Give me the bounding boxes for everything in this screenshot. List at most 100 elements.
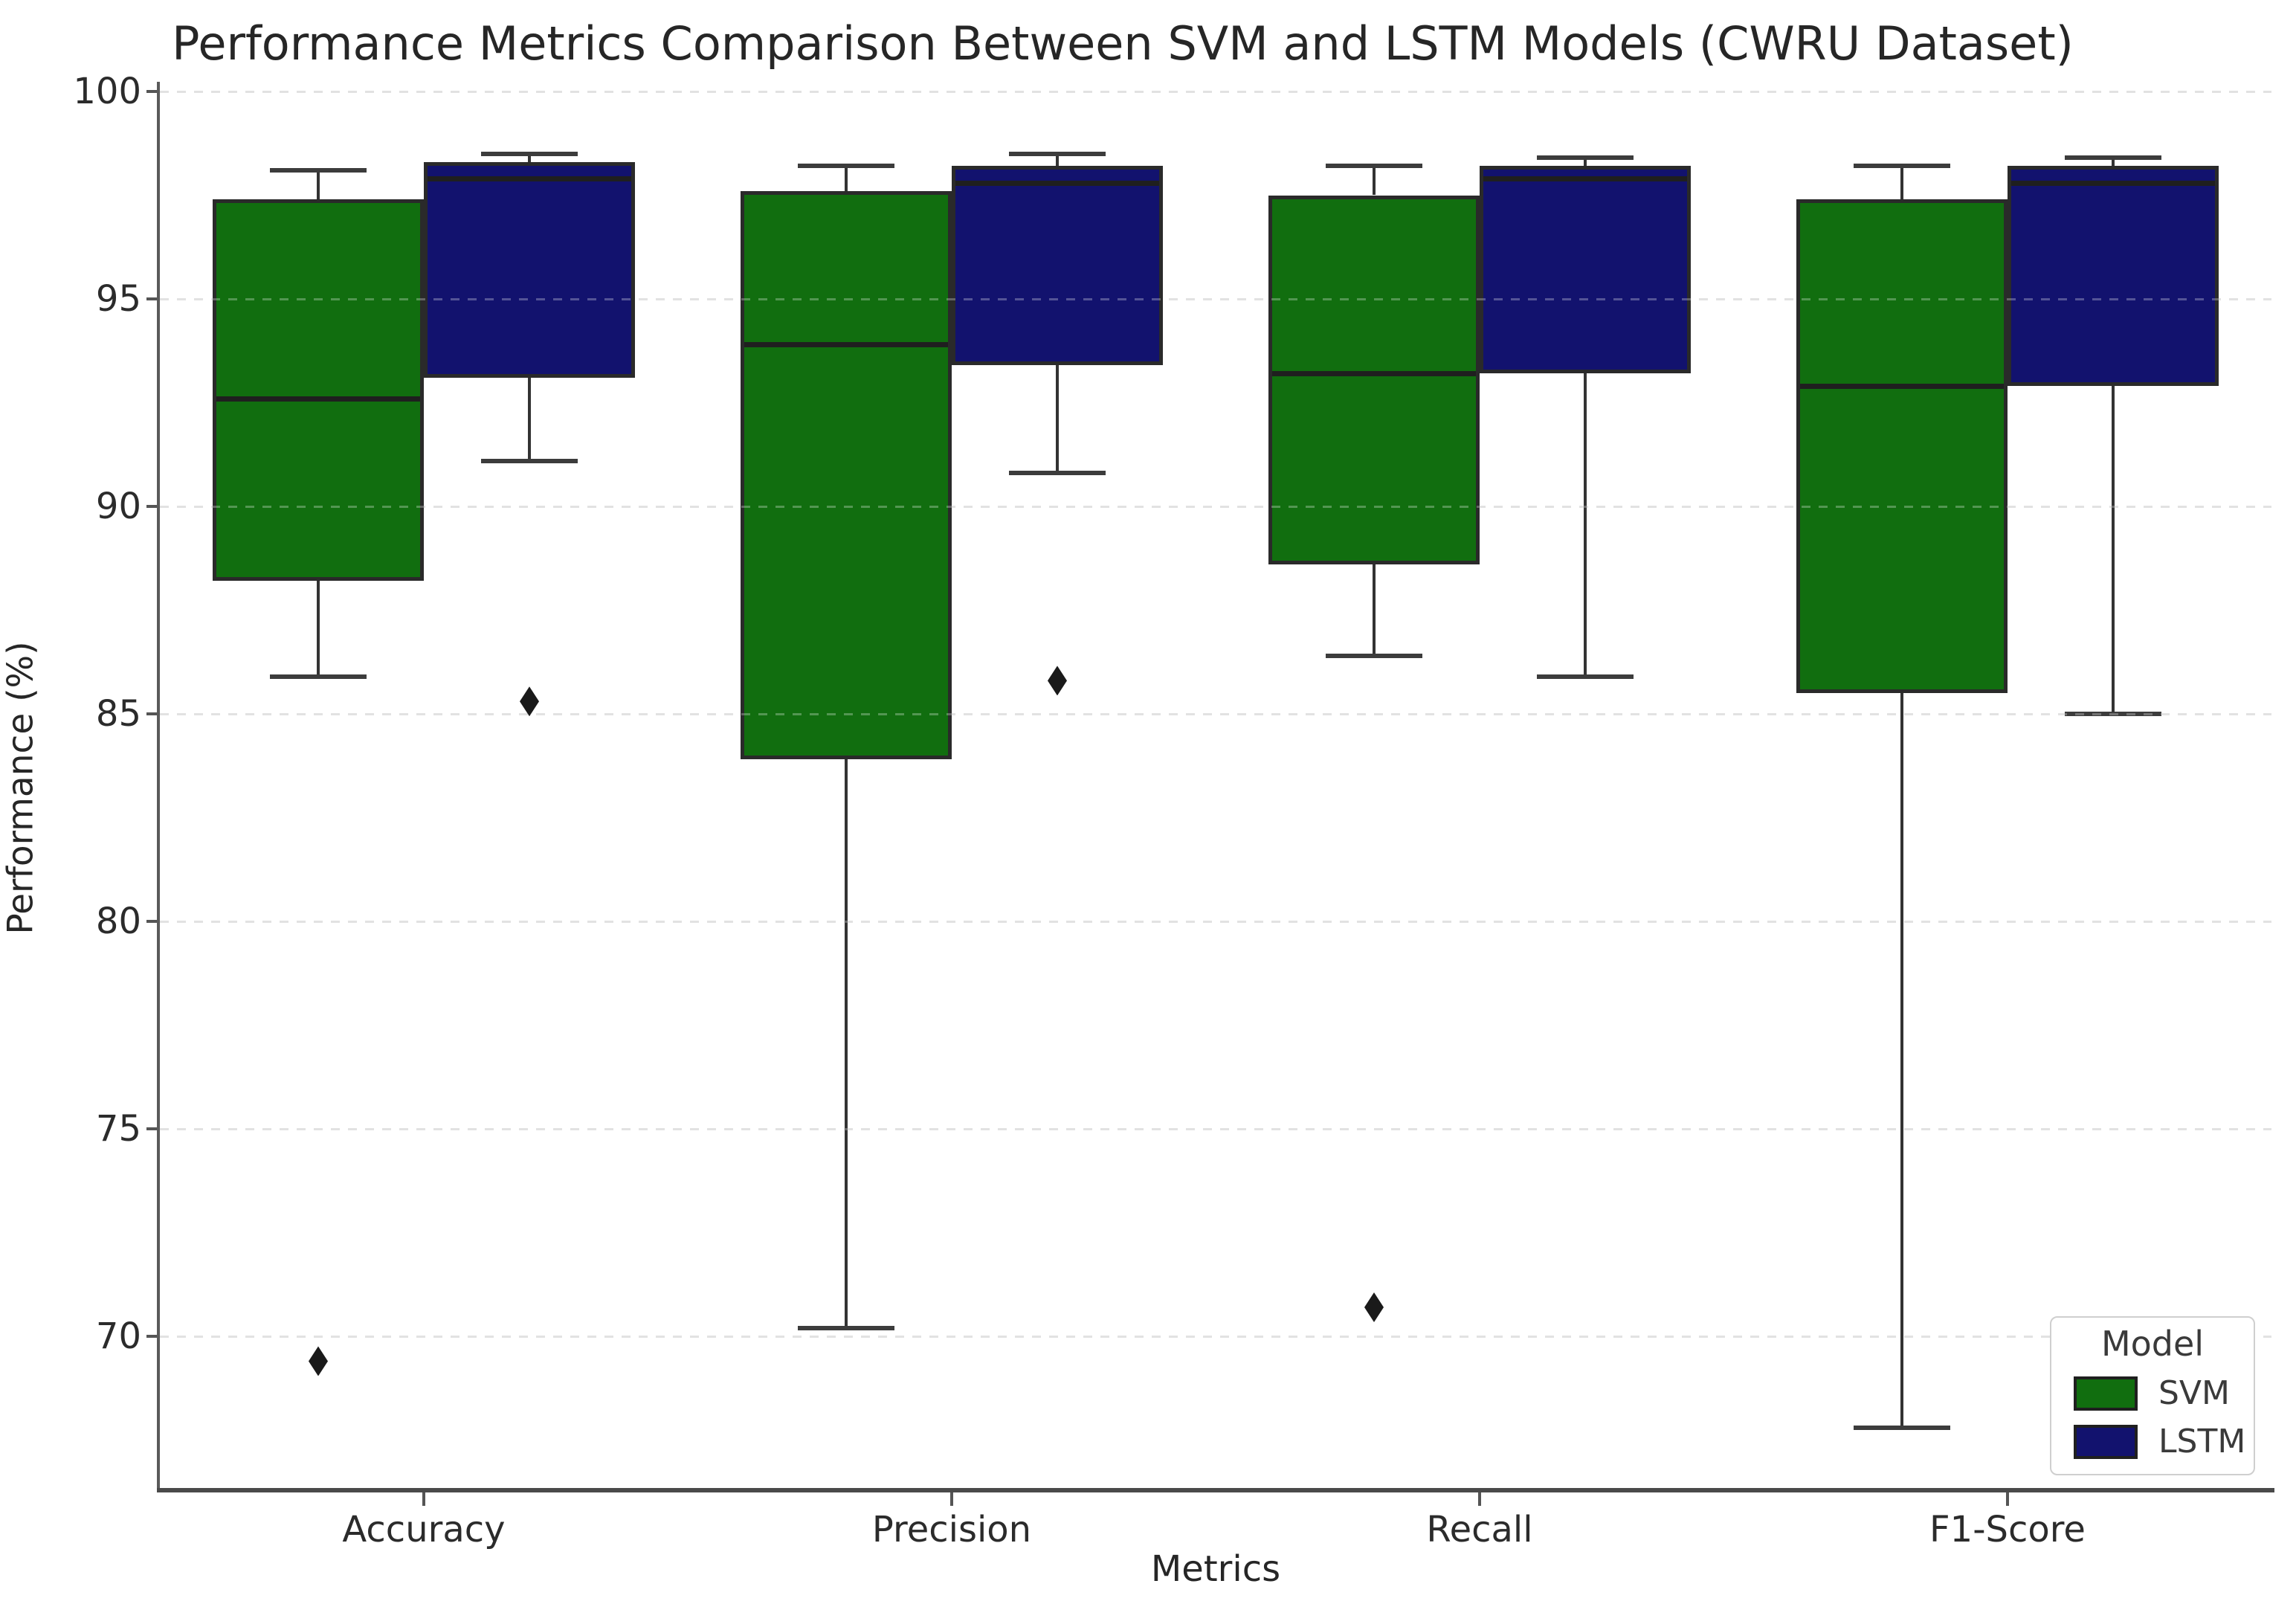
cap-high-svm-accuracy bbox=[270, 168, 367, 173]
gridline-overlay-90 bbox=[160, 506, 2271, 508]
outlier-lstm-accuracy-0 bbox=[520, 686, 539, 717]
gridline-y-75 bbox=[160, 1128, 2271, 1130]
median-lstm-accuracy bbox=[428, 176, 631, 182]
outlier-svm-accuracy-0 bbox=[309, 1346, 328, 1376]
whisker-low-svm-precision bbox=[845, 759, 848, 1328]
y-tick-label-85: 85 bbox=[95, 693, 141, 735]
legend-swatch-svm bbox=[2074, 1376, 2138, 1411]
y-tick-label-80: 80 bbox=[95, 901, 141, 942]
whisker-high-lstm-accuracy bbox=[528, 153, 531, 162]
y-tick-80 bbox=[146, 920, 160, 923]
legend-item-svm: SVM bbox=[2074, 1374, 2254, 1412]
y-tick-label-70: 70 bbox=[95, 1315, 141, 1357]
gridline-y-85 bbox=[160, 713, 2271, 715]
median-svm-accuracy bbox=[216, 396, 420, 402]
cap-high-lstm-recall bbox=[1537, 155, 1634, 161]
x-axis-label: Metrics bbox=[1150, 1548, 1281, 1590]
y-tick-75 bbox=[146, 1127, 160, 1130]
median-svm-precision bbox=[744, 342, 948, 348]
y-tick-label-100: 100 bbox=[73, 71, 141, 112]
median-svm-f1-score bbox=[1800, 384, 2004, 390]
x-tick-label-Accuracy: Accuracy bbox=[342, 1509, 506, 1550]
gridline-y-100 bbox=[160, 91, 2271, 93]
legend-label-lstm: LSTM bbox=[2158, 1423, 2246, 1460]
cap-low-lstm-accuracy bbox=[481, 458, 578, 463]
legend: Model SVM LSTM bbox=[2050, 1316, 2255, 1475]
gridline-overlay-100 bbox=[160, 91, 2271, 93]
outlier-lstm-precision-0 bbox=[1048, 666, 1067, 696]
cap-low-lstm-f1-score bbox=[2065, 712, 2161, 716]
whisker-low-lstm-precision bbox=[1056, 365, 1059, 474]
x-tick-Accuracy bbox=[422, 1492, 425, 1506]
gridline-y-95 bbox=[160, 298, 2271, 300]
median-lstm-precision bbox=[955, 180, 1159, 186]
cap-low-svm-accuracy bbox=[270, 674, 367, 679]
y-tick-70 bbox=[146, 1335, 160, 1338]
x-tick-F1-Score bbox=[2006, 1492, 2009, 1506]
cap-high-lstm-precision bbox=[1009, 151, 1106, 156]
y-tick-label-75: 75 bbox=[95, 1108, 141, 1150]
box-svm-f1-score bbox=[1796, 199, 2008, 694]
y-tick-label-90: 90 bbox=[95, 486, 141, 527]
legend-label-svm: SVM bbox=[2158, 1374, 2230, 1412]
cap-high-svm-f1-score bbox=[1854, 164, 1950, 169]
y-tick-95 bbox=[146, 297, 160, 300]
y-tick-label-95: 95 bbox=[95, 278, 141, 320]
x-axis-spine bbox=[157, 1488, 2274, 1492]
median-lstm-recall bbox=[1483, 176, 1687, 182]
whisker-low-svm-f1-score bbox=[1900, 693, 1903, 1428]
x-tick-label-F1-Score: F1-Score bbox=[1929, 1509, 2086, 1550]
cap-high-lstm-accuracy bbox=[481, 151, 578, 156]
whisker-high-svm-f1-score bbox=[1900, 166, 1903, 200]
gridline-overlay-80 bbox=[160, 921, 2271, 923]
gridline-overlay-95 bbox=[160, 298, 2271, 300]
median-svm-recall bbox=[1272, 371, 1476, 377]
y-axis-spine bbox=[157, 82, 160, 1491]
outlier-svm-recall-0 bbox=[1364, 1292, 1384, 1322]
x-tick-Recall bbox=[1478, 1492, 1481, 1506]
gridline-y-90 bbox=[160, 506, 2271, 508]
cap-high-svm-recall bbox=[1326, 164, 1422, 169]
whisker-high-lstm-f1-score bbox=[2112, 158, 2115, 167]
y-tick-85 bbox=[146, 712, 160, 715]
median-lstm-f1-score bbox=[2011, 180, 2215, 186]
legend-title: Model bbox=[2100, 1324, 2205, 1364]
cap-high-svm-precision bbox=[798, 164, 894, 169]
cap-high-lstm-f1-score bbox=[2065, 155, 2161, 161]
x-tick-label-Precision: Precision bbox=[871, 1509, 1032, 1550]
box-svm-precision bbox=[741, 190, 952, 760]
box-lstm-precision bbox=[952, 166, 1163, 366]
cap-low-lstm-recall bbox=[1537, 674, 1634, 679]
whisker-low-svm-accuracy bbox=[317, 581, 320, 677]
whisker-high-lstm-recall bbox=[1584, 158, 1587, 167]
legend-rows: SVM LSTM bbox=[2051, 1374, 2254, 1460]
x-tick-label-Recall: Recall bbox=[1426, 1509, 1533, 1550]
gridline-overlay-70 bbox=[160, 1336, 2271, 1338]
chart-title: Performance Metrics Comparison Between S… bbox=[172, 16, 2074, 71]
box-lstm-f1-score bbox=[2008, 166, 2219, 387]
gridline-y-80 bbox=[160, 921, 2271, 923]
cap-low-svm-f1-score bbox=[1854, 1425, 1950, 1430]
gridline-y-70 bbox=[160, 1336, 2271, 1338]
box-svm-accuracy bbox=[213, 199, 424, 582]
legend-item-lstm: LSTM bbox=[2074, 1423, 2254, 1460]
y-tick-90 bbox=[146, 505, 160, 508]
whisker-high-svm-precision bbox=[845, 166, 848, 191]
whisker-low-lstm-f1-score bbox=[2112, 386, 2115, 714]
box-lstm-accuracy bbox=[424, 161, 635, 379]
legend-swatch-lstm bbox=[2074, 1424, 2138, 1459]
x-tick-Precision bbox=[950, 1492, 953, 1506]
box-svm-recall bbox=[1268, 195, 1480, 565]
cap-low-lstm-precision bbox=[1009, 471, 1106, 476]
gridline-overlay-85 bbox=[160, 713, 2271, 715]
y-tick-100 bbox=[146, 90, 160, 93]
whisker-low-lstm-accuracy bbox=[528, 378, 531, 461]
whisker-high-lstm-precision bbox=[1056, 153, 1059, 167]
whisker-high-svm-recall bbox=[1373, 166, 1376, 196]
whisker-low-svm-recall bbox=[1373, 564, 1376, 656]
box-lstm-recall bbox=[1480, 166, 1691, 374]
whisker-low-lstm-recall bbox=[1584, 373, 1587, 677]
whisker-high-svm-accuracy bbox=[317, 170, 320, 200]
